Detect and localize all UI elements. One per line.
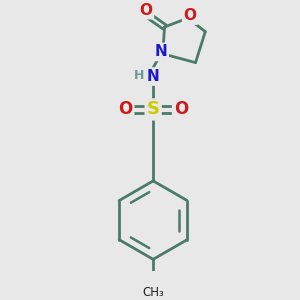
Text: S: S (147, 100, 160, 118)
Text: H: H (134, 69, 144, 82)
Text: O: O (184, 8, 197, 23)
Text: N: N (147, 69, 160, 84)
Text: O: O (174, 100, 188, 118)
Text: N: N (154, 44, 167, 59)
Text: O: O (140, 3, 152, 18)
Text: CH₃: CH₃ (142, 286, 164, 299)
Text: O: O (118, 100, 133, 118)
